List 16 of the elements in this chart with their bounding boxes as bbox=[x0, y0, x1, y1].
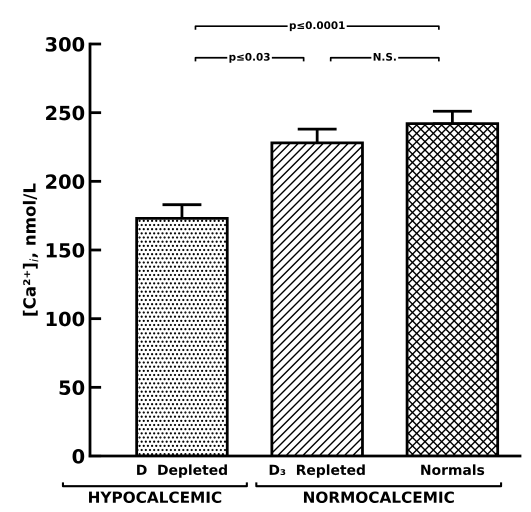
y-tick-label: 50 bbox=[60, 380, 84, 395]
x-tick-label: D Depleted bbox=[137, 464, 227, 478]
text: NORMOCALCEMIC bbox=[304, 491, 454, 504]
y-tick-label: 300 bbox=[46, 36, 84, 52]
y-tick-label: 200 bbox=[46, 174, 84, 189]
annotation: N.S. bbox=[374, 52, 396, 61]
y-tick-label: 150 bbox=[46, 242, 84, 258]
y-axis-title: [Ca²⁺]$_{i}$, nmol/L bbox=[22, 184, 38, 316]
text: p≤0.0001 bbox=[290, 21, 345, 32]
x-tick-label: D₃ Repleted bbox=[270, 464, 365, 478]
y-tick-label: 100 bbox=[46, 312, 84, 326]
y-tick-label: 0 bbox=[72, 448, 84, 464]
annotation: p≤0.03 bbox=[229, 52, 270, 63]
text: HYPOCALCEMIC bbox=[89, 491, 222, 504]
x-tick-label: Normals bbox=[421, 464, 484, 476]
y-tick-label: 250 bbox=[46, 106, 84, 120]
